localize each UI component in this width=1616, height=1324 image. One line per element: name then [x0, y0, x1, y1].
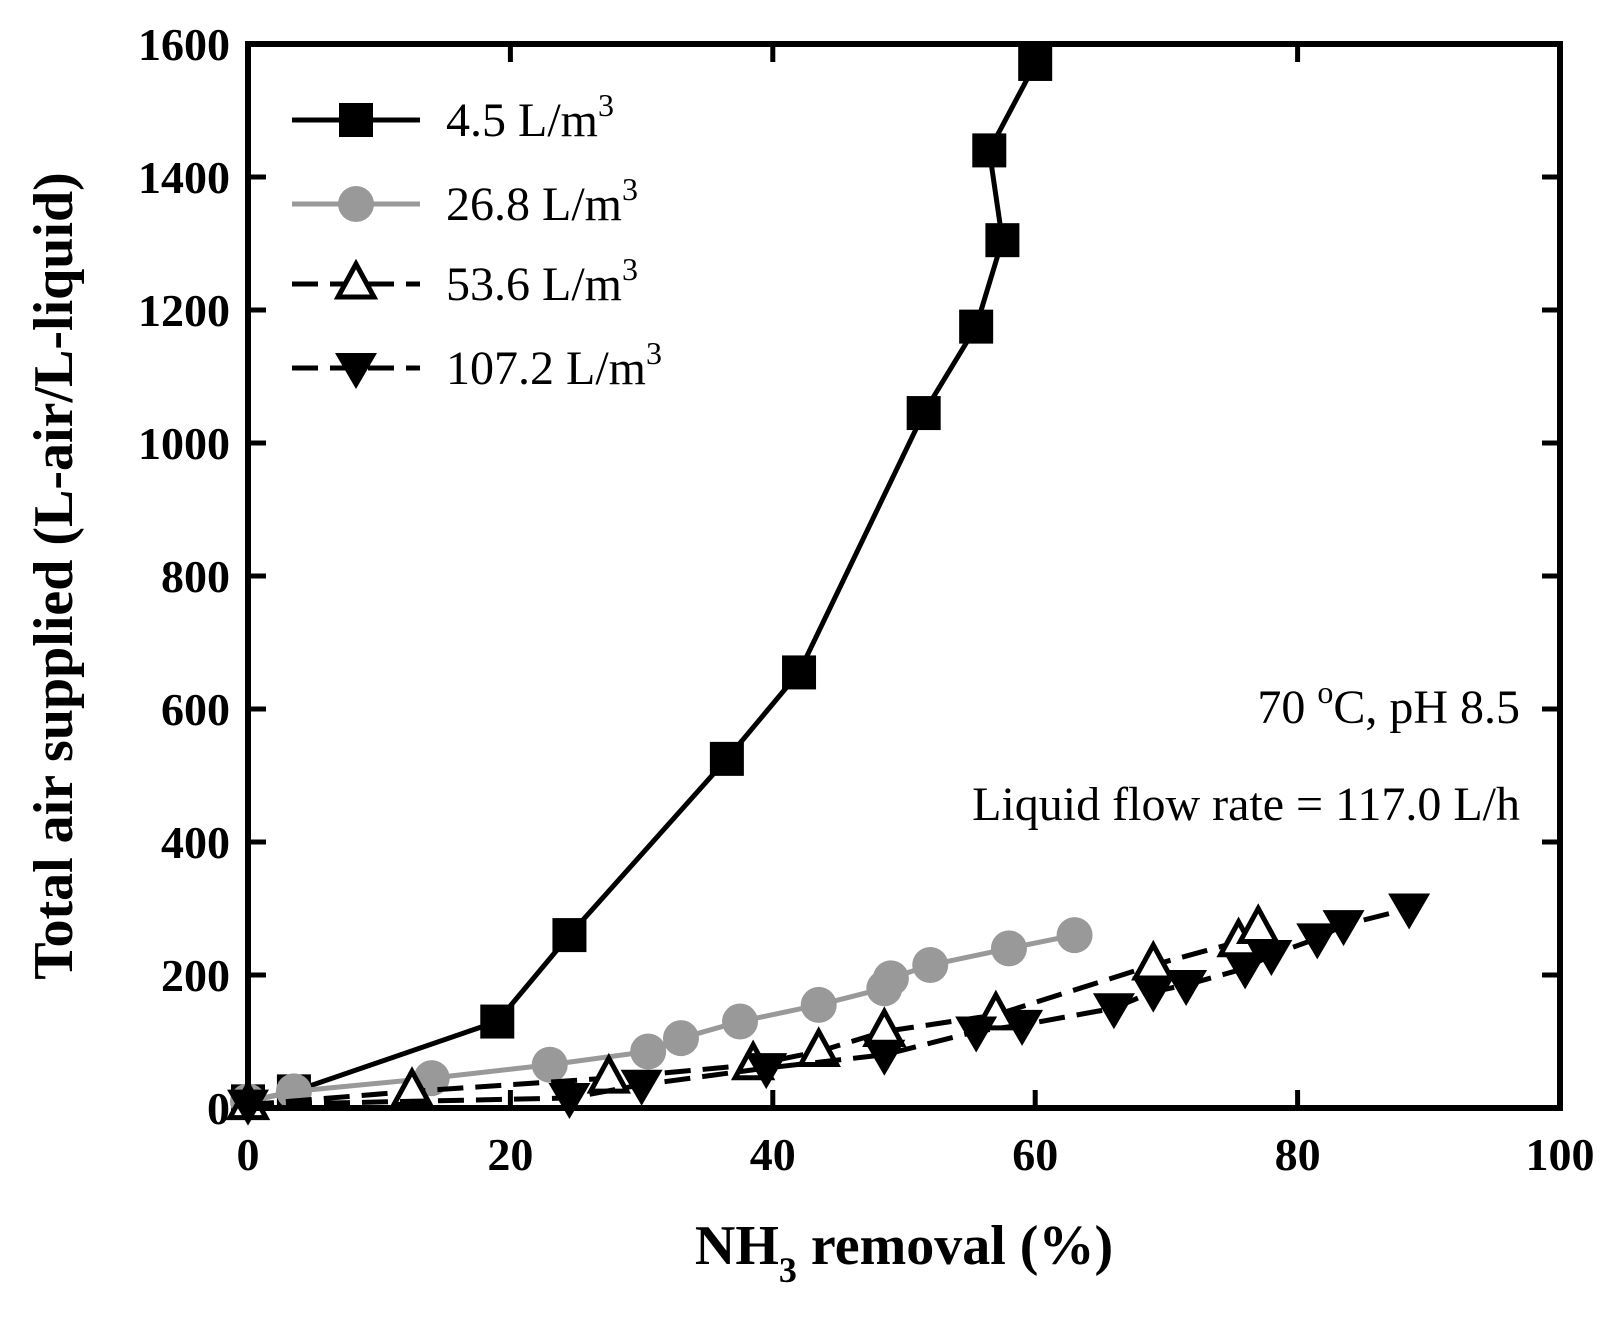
series-2-point — [872, 960, 909, 997]
series-4-point — [1001, 1009, 1044, 1046]
legend-label: 107.2 L/m3 — [446, 335, 662, 395]
y-axis-title: Total air supplied (L-air/L-liquid) — [23, 172, 85, 980]
series-4-point — [1165, 969, 1208, 1006]
legend-label: 53.6 L/m3 — [446, 251, 638, 311]
y-tick-label: 800 — [161, 551, 230, 602]
legend-marker — [338, 186, 374, 222]
x-tick-label: 0 — [237, 1129, 260, 1180]
y-tick-label: 0 — [207, 1083, 230, 1134]
series-4-point — [1092, 993, 1135, 1030]
y-tick-label: 1000 — [138, 418, 230, 469]
series-4-point — [620, 1069, 663, 1106]
x-tick-label: 20 — [487, 1129, 533, 1180]
x-tick-label: 100 — [1526, 1129, 1595, 1180]
legend-label: 4.5 L/m3 — [446, 87, 614, 147]
series-4-point — [863, 1039, 906, 1076]
series-4-point — [1132, 976, 1175, 1013]
legend-marker — [339, 103, 373, 137]
series-1-point — [906, 396, 941, 431]
series-3-line — [247, 926, 1260, 1108]
legend-item-3: 53.6 L/m3 — [292, 251, 638, 311]
series-4-point — [745, 1053, 788, 1090]
series-1-point — [972, 133, 1007, 168]
x-tick-label: 80 — [1275, 1129, 1321, 1180]
x-tick-label: 60 — [1012, 1129, 1058, 1180]
series-2-point — [912, 947, 949, 984]
series-1-point — [985, 223, 1020, 258]
series-1-point — [959, 309, 994, 344]
y-tick-label: 1600 — [138, 19, 230, 70]
y-tick-label: 400 — [161, 817, 230, 868]
legend-marker — [333, 258, 379, 300]
series-2-point — [531, 1046, 568, 1083]
series-2-point — [630, 1033, 667, 1070]
series-1-point — [709, 741, 744, 776]
series-2-point — [662, 1020, 699, 1057]
series-2-point — [1056, 917, 1093, 954]
series-4-point — [955, 1016, 998, 1053]
series-4-point — [1250, 940, 1293, 977]
tick-layer: 0 20 40 60 80 1000200400600800100012001400160… — [138, 19, 1595, 1180]
series-2-point — [800, 986, 837, 1023]
legend-item-1: 4.5 L/m3 — [292, 87, 614, 147]
series-4-point — [1322, 910, 1365, 947]
series-1-point — [552, 918, 587, 953]
series-4-point — [1296, 923, 1339, 960]
legend: 4.5 L/m3 26.8 L/m3 53.6 L/m3 107.2 L/m3 — [292, 87, 662, 395]
series-4-point — [1224, 953, 1267, 990]
series-4 — [227, 893, 1431, 1126]
legend-label: 26.8 L/m3 — [446, 171, 638, 231]
legend-item-2: 26.8 L/m3 — [292, 171, 638, 231]
y-tick-label: 1200 — [138, 285, 230, 336]
legend-item-4: 107.2 L/m3 — [292, 335, 662, 395]
y-tick-label: 200 — [161, 950, 230, 1001]
series-4-line — [247, 906, 1410, 1108]
x-axis-title: NH3 removal (%) — [695, 1215, 1113, 1290]
series-4-point — [1388, 893, 1431, 930]
series-4-point — [548, 1083, 591, 1120]
series-1-point — [782, 655, 817, 690]
y-tick-label: 600 — [161, 684, 230, 735]
annotation-flow-rate: Liquid flow rate = 117.0 L/h — [972, 778, 1520, 831]
annotation-conditions: 70 oC, pH 8.5 — [1257, 674, 1520, 734]
series-2-point — [722, 1003, 758, 1040]
y-tick-label: 1400 — [138, 152, 230, 203]
series-2-point — [990, 930, 1027, 967]
series-3-point — [389, 1066, 435, 1107]
x-tick-label: 40 — [750, 1129, 796, 1180]
series-1-point — [480, 1004, 515, 1039]
legend-marker — [335, 353, 377, 389]
